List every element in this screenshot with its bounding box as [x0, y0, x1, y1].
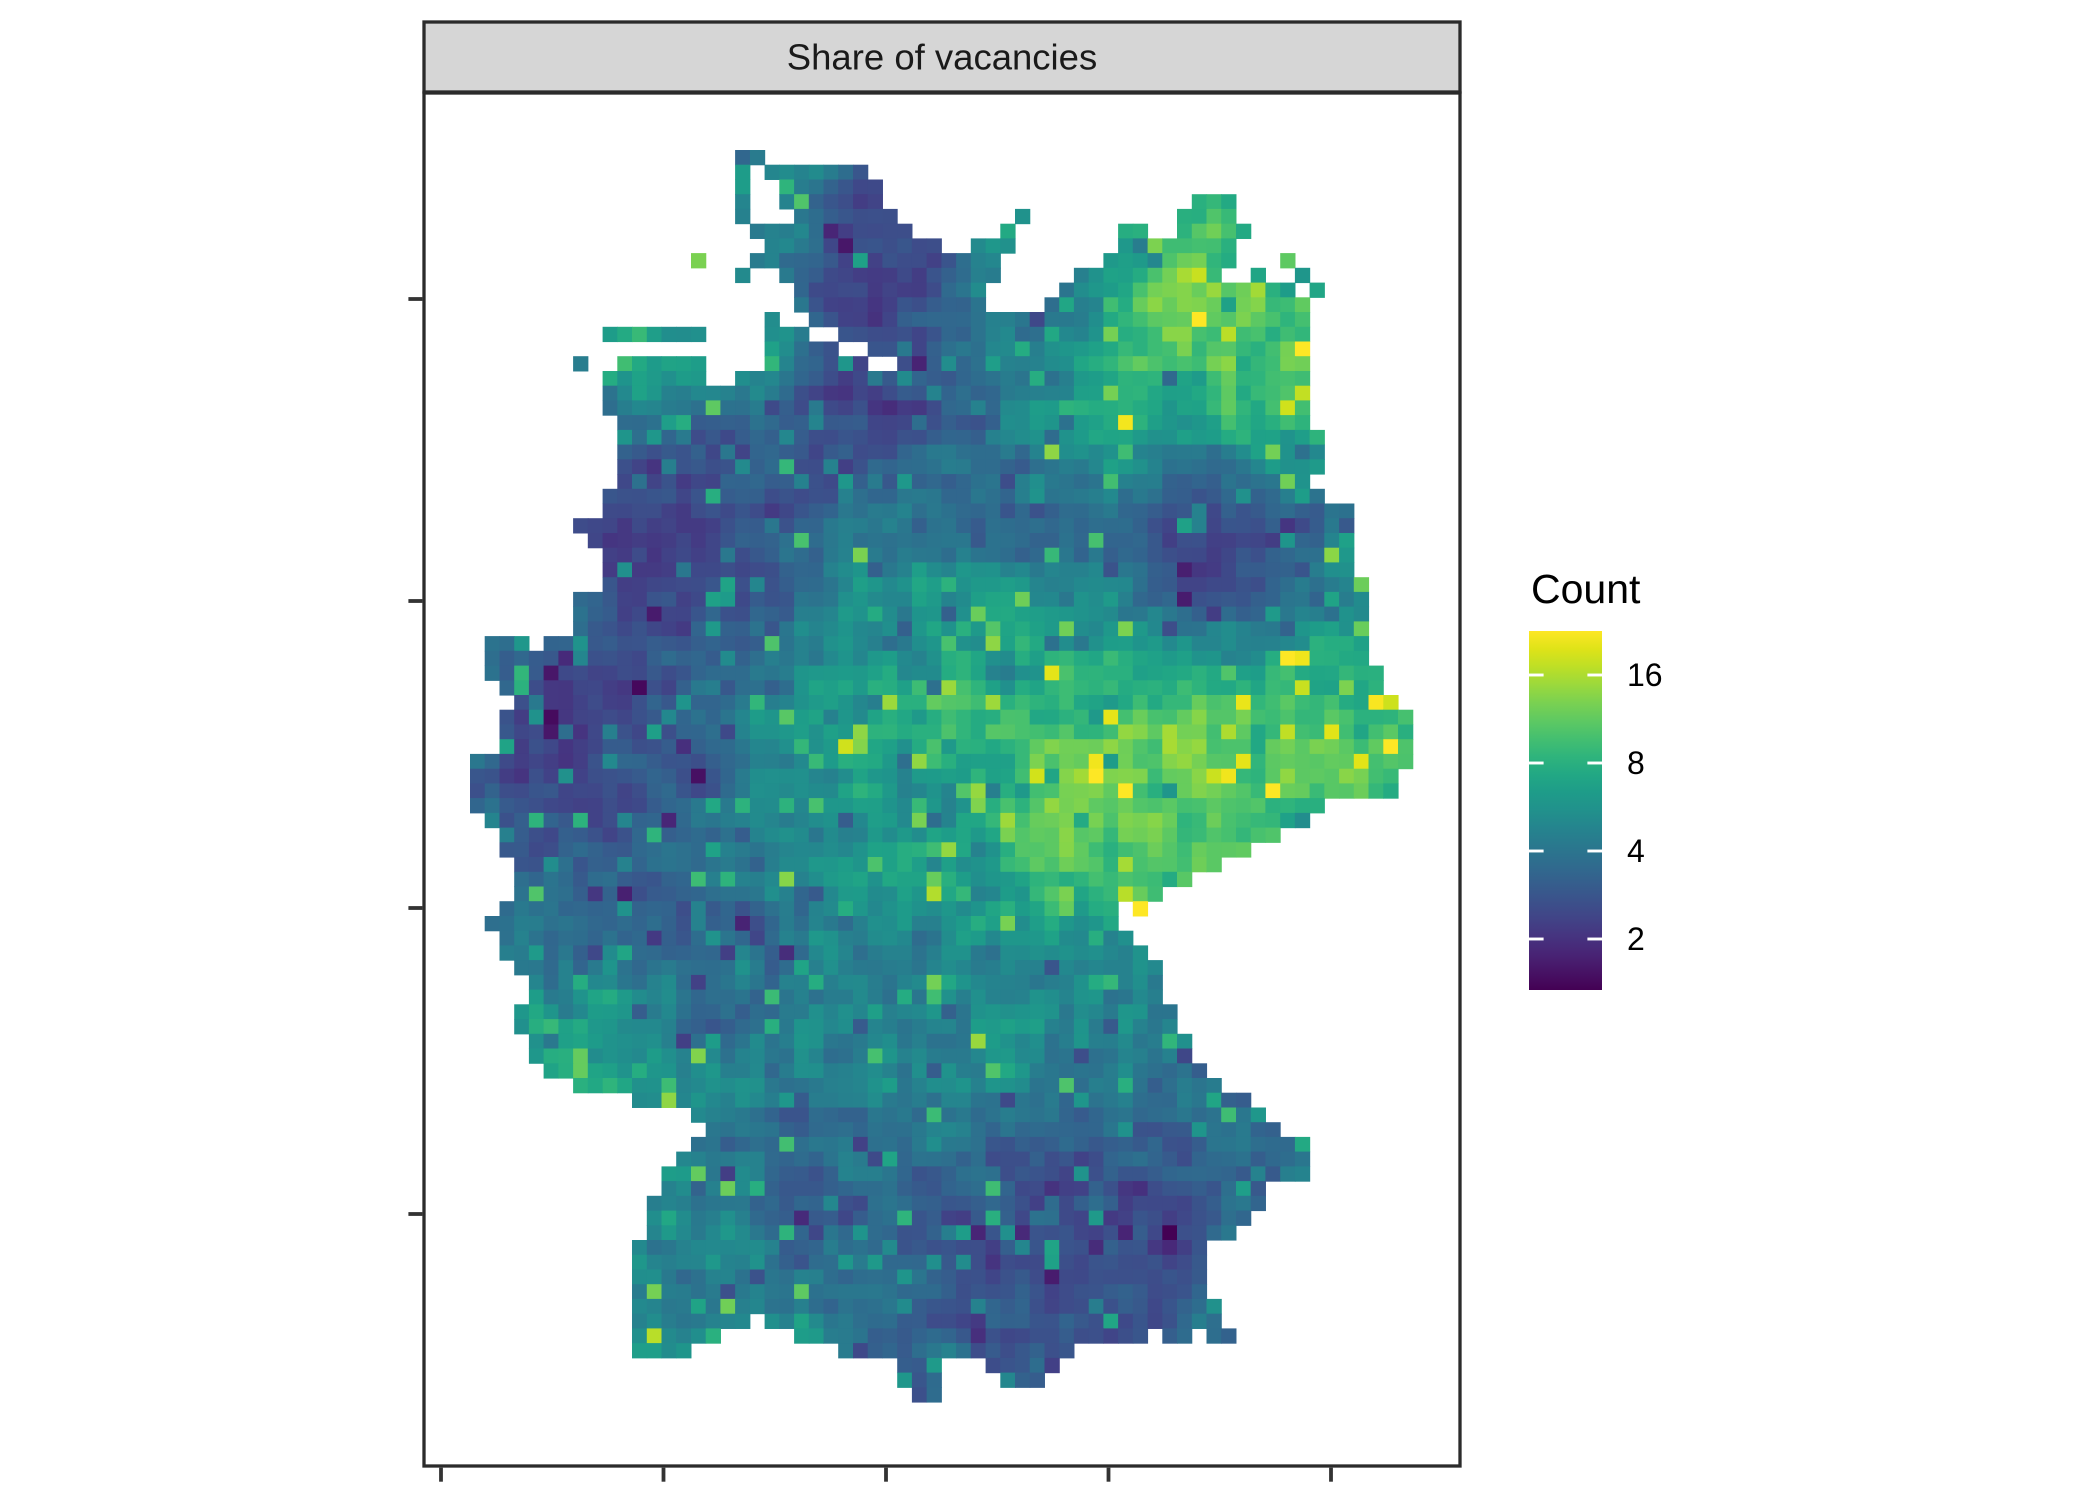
- svg-text:16: 16: [1627, 657, 1663, 693]
- svg-text:Count: Count: [1531, 566, 1641, 612]
- svg-text:8: 8: [1627, 745, 1645, 781]
- svg-text:4: 4: [1627, 833, 1645, 869]
- svg-text:Share of vacancies: Share of vacancies: [787, 37, 1097, 78]
- svg-text:2: 2: [1627, 921, 1645, 957]
